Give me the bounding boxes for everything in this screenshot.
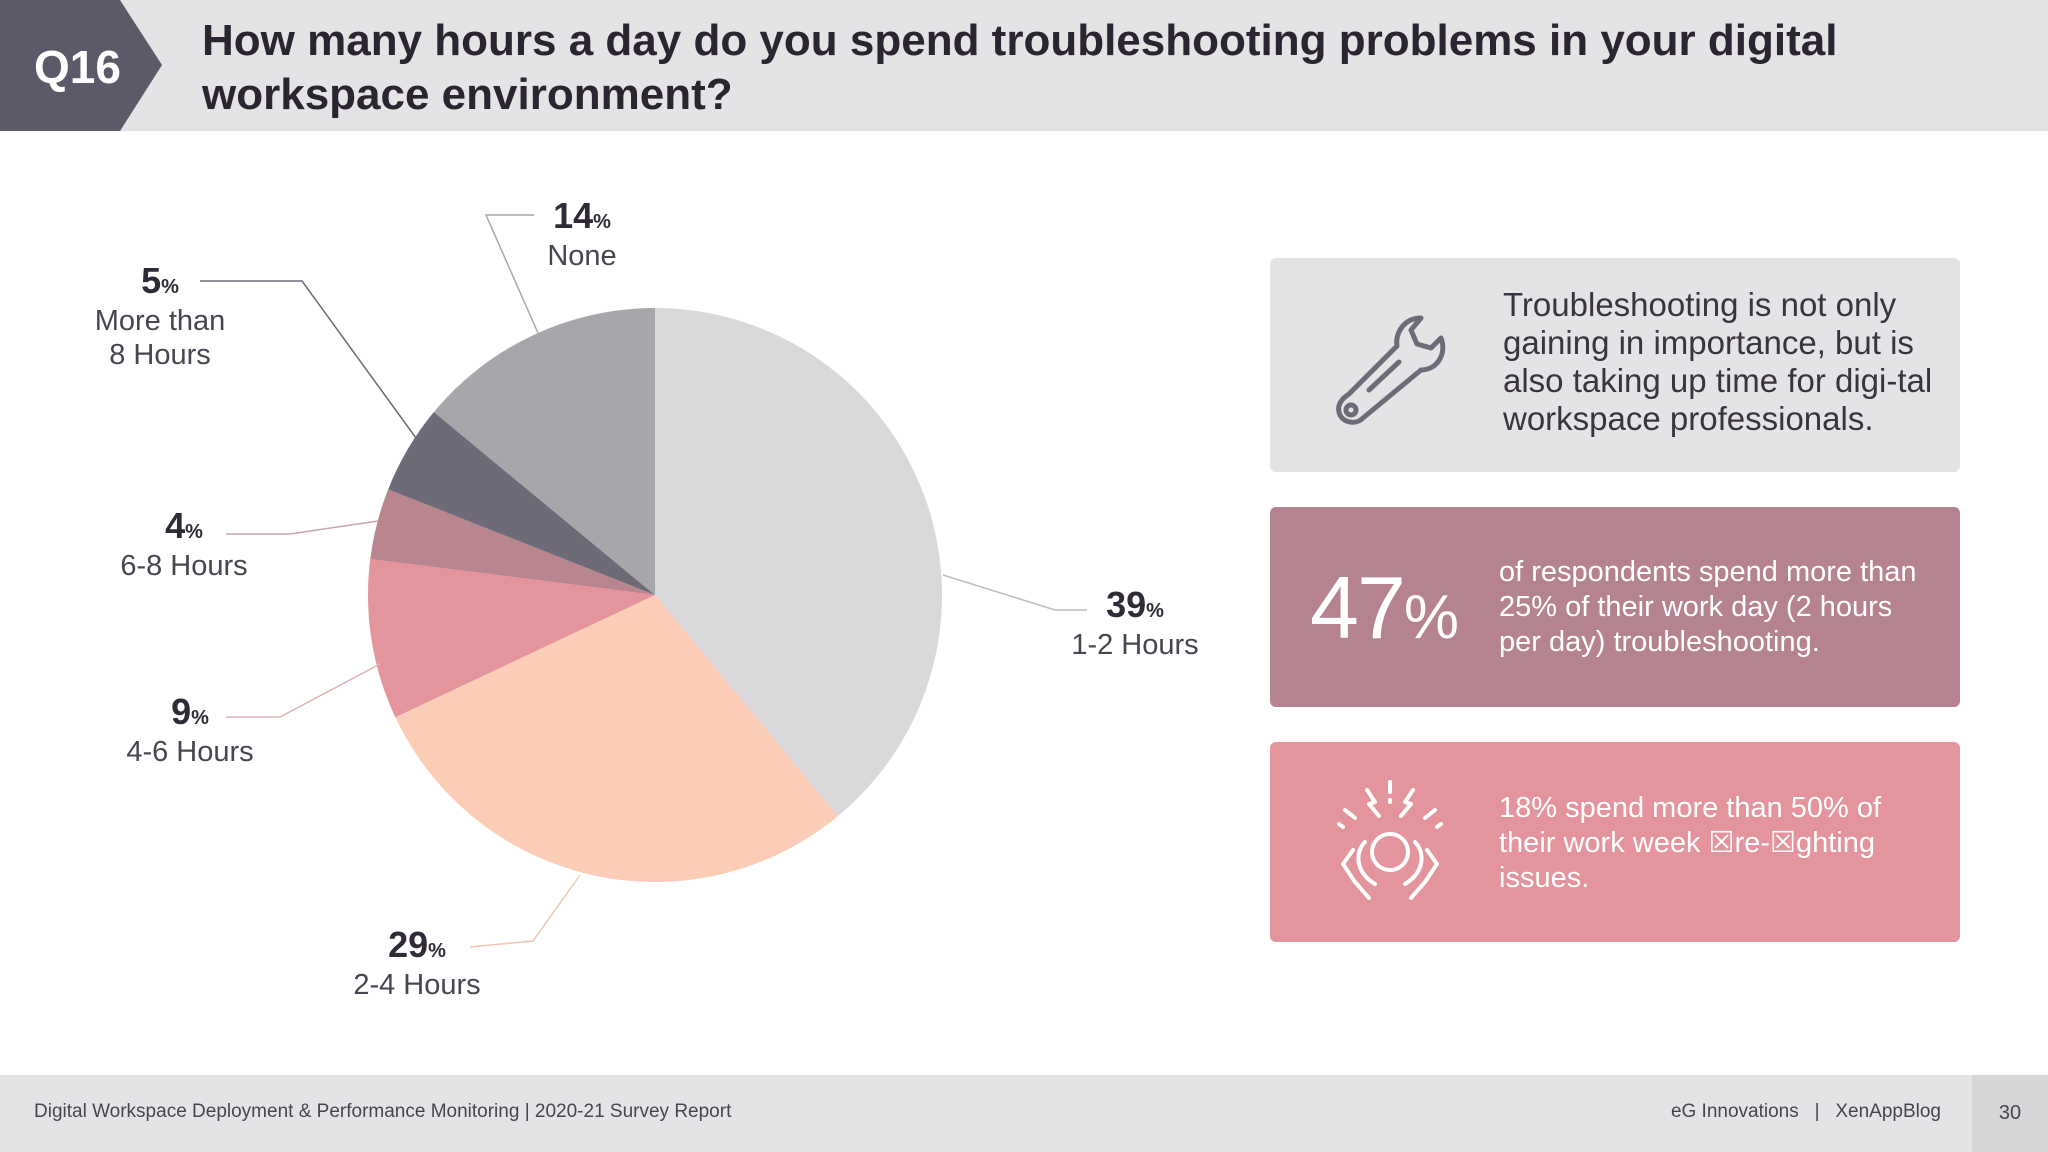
slice-value: 4 — [165, 505, 186, 546]
slice-name: None — [547, 240, 617, 272]
card-text: Troubleshooting is not only gaining in i… — [1503, 286, 1933, 437]
slice-name: 1-2 Hours — [1071, 629, 1199, 661]
card-text: 18% spend more than 50% of their work we… — [1499, 792, 1882, 894]
pie-slice-1-2-hours — [655, 308, 943, 817]
question-badge: Q16 — [0, 0, 164, 131]
slice-value: 5 — [141, 260, 162, 301]
pie-slice-2-4-hours — [395, 595, 838, 883]
slice-name: 2-4 Hours — [353, 969, 481, 1001]
slice-label-2-4-hours: 29% 2-4 Hours — [332, 927, 502, 1002]
pie-slice-6-8-hours — [370, 489, 655, 595]
leader-line-more-8 — [200, 280, 417, 439]
slice-value: 29 — [388, 924, 429, 965]
slice-value: 14 — [553, 195, 594, 236]
stat-card-47-percent: 47% of respondents spend more than 25% o… — [1270, 507, 1960, 707]
pie-chart-area: 39% 1-2 Hours 29% 2-4 Hours 9% 4-6 Hours… — [0, 131, 1250, 1071]
stress-head-icon — [1337, 780, 1443, 900]
wrench-icon — [1336, 315, 1446, 425]
slice-value: 9 — [171, 691, 192, 732]
slice-value: 39 — [1106, 584, 1147, 625]
slice-label-none: 14% None — [512, 198, 652, 273]
leader-line-none — [484, 214, 539, 334]
question-number: Q16 — [34, 41, 121, 93]
stat-card-firefighting: 18% spend more than 50% of their work we… — [1270, 742, 1960, 942]
pie-slice-4-6-hours — [367, 559, 655, 718]
page-title: How many hours a day do you spend troubl… — [202, 16, 1838, 119]
pie-slice-more-than-8-hours — [388, 412, 655, 595]
footer-credits: eG Innovations | XenAppBlog — [1670, 1101, 1941, 1122]
leader-line-2-4 — [469, 874, 581, 948]
leader-line-6-8 — [226, 520, 379, 535]
header-bar: Q16 How many hours a day do you spend tr… — [0, 0, 2048, 131]
slice-name-line2: 8 Hours — [109, 339, 211, 371]
slice-label-6-8-hours: 4% 6-8 Hours — [94, 508, 274, 583]
insight-card-troubleshooting: Troubleshooting is not only gaining in i… — [1270, 258, 1960, 472]
pie-slice-none — [433, 308, 655, 595]
footer-report-title: Digital Workspace Deployment & Performan… — [34, 1101, 732, 1122]
slice-name: 6-8 Hours — [120, 550, 248, 582]
slice-label-1-2-hours: 39% 1-2 Hours — [1060, 587, 1210, 662]
slice-name: 4-6 Hours — [126, 736, 254, 768]
slice-label-more-than-8: 5% More than 8 Hours — [70, 263, 250, 372]
footer-bar: Digital Workspace Deployment & Performan… — [0, 1075, 2048, 1152]
page-number: 30 — [1972, 1075, 2048, 1152]
stat-value: 47% — [1310, 558, 1459, 657]
slice-label-4-6-hours: 9% 4-6 Hours — [100, 694, 280, 769]
slice-name-line1: More than — [94, 305, 226, 337]
card-text: of respondents spend more than 25% of th… — [1499, 556, 1917, 658]
leader-line-4-6 — [226, 663, 381, 718]
pie-chart — [200, 214, 1087, 948]
leader-line-1-2 — [942, 574, 1087, 611]
